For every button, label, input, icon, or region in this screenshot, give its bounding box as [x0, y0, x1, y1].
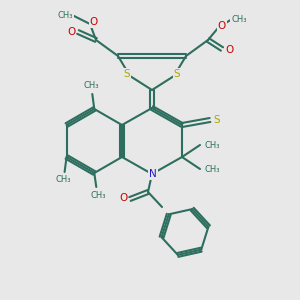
- Text: O: O: [119, 193, 127, 203]
- Text: CH₃: CH₃: [57, 11, 73, 20]
- Text: S: S: [214, 115, 220, 125]
- Text: CH₃: CH₃: [91, 190, 106, 200]
- Text: CH₃: CH₃: [204, 164, 220, 173]
- Text: O: O: [218, 21, 226, 31]
- Text: CH₃: CH₃: [56, 176, 71, 184]
- Text: CH₃: CH₃: [83, 82, 99, 91]
- Text: CH₃: CH₃: [204, 140, 220, 149]
- Text: S: S: [124, 69, 130, 79]
- Text: O: O: [67, 27, 75, 37]
- Text: O: O: [225, 45, 233, 55]
- Text: N: N: [149, 169, 157, 179]
- Text: O: O: [90, 17, 98, 27]
- Text: CH₃: CH₃: [231, 14, 247, 23]
- Text: S: S: [174, 69, 180, 79]
